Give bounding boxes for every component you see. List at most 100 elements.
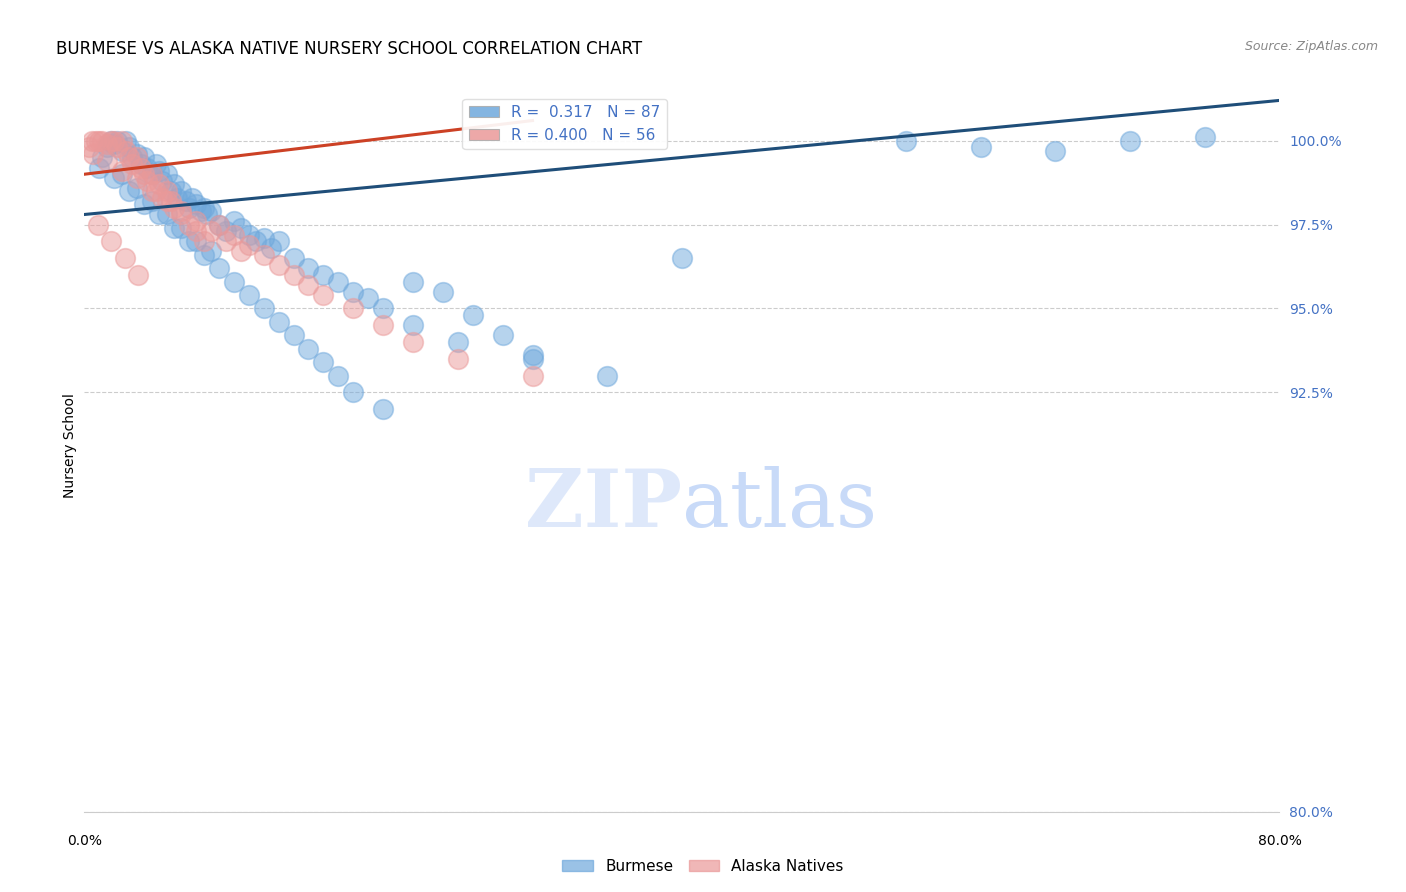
Point [170,184,193,198]
Point [181,191,204,205]
Point [186,235,208,249]
Point [402,334,425,349]
Point [141,167,163,181]
Point [96,153,118,168]
Point [328,275,350,289]
Point [155,207,177,221]
Point [170,207,193,221]
Point [312,288,335,302]
Legend: Burmese, Alaska Natives: Burmese, Alaska Natives [557,853,849,880]
Point [200,224,222,238]
Text: 0.0%: 0.0% [67,834,101,848]
Point [148,178,170,192]
Point [103,136,125,151]
Point [215,224,238,238]
Point [125,180,148,194]
Point [297,342,319,356]
Point [283,268,305,282]
Point [127,268,149,282]
Point [121,157,143,171]
Point [118,184,141,198]
Point [148,207,170,221]
Point [200,204,222,219]
Point [129,157,152,171]
Point [231,221,253,235]
Point [522,348,544,362]
Point [86,134,108,148]
Point [373,301,395,316]
Point [1119,134,1142,148]
Point [105,140,128,154]
Point [238,227,260,242]
Point [312,268,335,282]
Point [312,355,335,369]
Point [238,288,260,302]
Point [267,258,290,272]
Point [222,275,245,289]
Point [100,134,122,148]
Point [1045,144,1067,158]
Point [132,151,156,165]
Point [297,277,319,292]
Point [522,368,544,383]
Point [373,318,395,333]
Point [373,402,395,417]
Text: ZIP: ZIP [524,466,682,543]
Point [208,261,231,276]
Point [141,194,163,208]
Point [148,164,170,178]
Point [111,144,134,158]
Point [91,151,114,165]
Point [141,184,163,198]
Point [186,224,208,238]
Point [596,368,619,383]
Legend: R =  0.317   N = 87, R = 0.400   N = 56: R = 0.317 N = 87, R = 0.400 N = 56 [463,99,666,149]
Point [342,301,364,316]
Point [402,318,425,333]
Point [208,218,231,232]
Point [245,235,267,249]
Point [166,191,188,205]
Point [970,140,993,154]
Point [342,385,364,400]
Point [193,235,215,249]
Point [208,218,231,232]
Point [80,134,103,148]
Point [177,235,200,249]
Point [231,244,253,259]
Point [114,251,136,265]
Point [132,167,156,181]
Point [125,170,148,185]
Point [141,167,163,181]
Point [163,201,186,215]
Point [328,368,350,383]
Point [253,248,276,262]
Point [342,285,364,299]
Point [894,134,917,148]
Point [111,164,134,178]
Point [297,261,319,276]
Point [267,235,290,249]
Point [89,134,111,148]
Point [125,151,148,165]
Point [253,301,276,316]
Point [100,235,122,249]
Point [103,134,125,148]
Point [77,140,100,154]
Point [186,197,208,211]
Y-axis label: Nursery School: Nursery School [63,393,77,499]
Point [132,197,156,211]
Text: 80.0%: 80.0% [1257,834,1302,848]
Point [136,161,159,175]
Point [96,140,118,154]
Point [115,134,138,148]
Point [283,251,305,265]
Point [155,184,177,198]
Point [145,157,167,171]
Point [432,285,454,299]
Point [155,167,177,181]
Point [170,221,193,235]
Point [522,351,544,366]
Point [111,167,134,181]
Point [87,218,110,232]
